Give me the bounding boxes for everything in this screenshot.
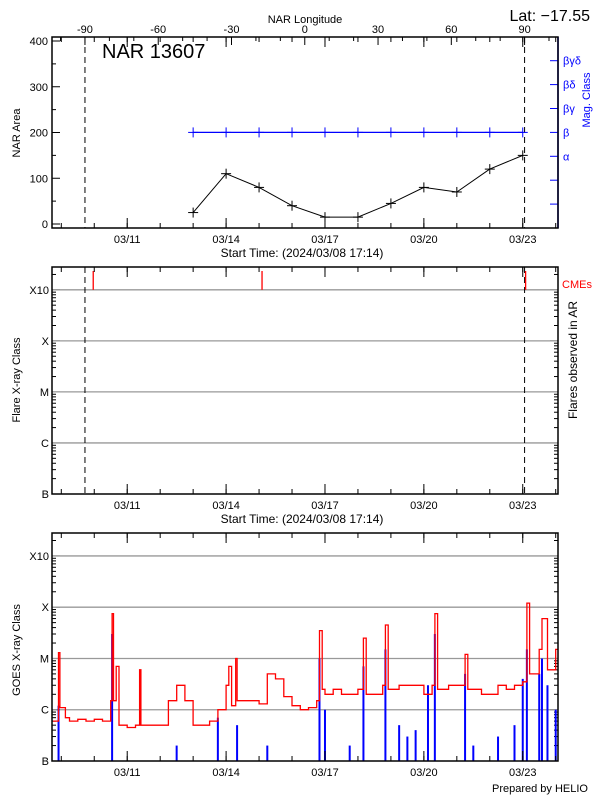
- panel2-time-tick-label: 03/17: [311, 500, 339, 512]
- mag-class-tick-label: α: [563, 151, 570, 163]
- flare-class-axis-title: Flare X-ray Class: [11, 337, 23, 422]
- longitude-tick-label: -60: [150, 24, 166, 36]
- panel3-class-tick-label: C: [41, 705, 49, 717]
- panel1-time-tick-label: 03/23: [509, 234, 537, 246]
- longitude-tick-label: 30: [372, 24, 384, 36]
- flares-observed-axis-title: Flares observed in AR: [566, 301, 580, 419]
- goes-class-axis-title: GOES X-ray Class: [11, 604, 23, 696]
- panel2-time-tick-label: 03/23: [509, 500, 537, 512]
- cme-legend-label: CMEs: [562, 279, 592, 291]
- mag-class-tick-label: βγ: [563, 104, 575, 116]
- longitude-axis-title: NAR Longitude: [268, 14, 343, 26]
- latitude-label: Lat: −17.55: [509, 8, 590, 25]
- area-series-line: [192, 154, 523, 218]
- panel2-time-axis-title: Start Time: (2024/03/08 17:14): [221, 512, 384, 526]
- panel3-time-tick-label: 03/23: [509, 767, 537, 779]
- mag-class-tick-label: βδ: [563, 80, 575, 92]
- panel1-time-tick-label: 03/14: [212, 234, 240, 246]
- area-tick-label: 100: [30, 173, 48, 185]
- panel3-time-tick-label: 03/20: [410, 767, 438, 779]
- longitude-tick-label: 60: [445, 24, 457, 36]
- panel3-class-tick-label: M: [40, 653, 49, 665]
- mag-class-axis-title: Mag. Class: [581, 72, 593, 128]
- panel2-time-tick-label: 03/20: [410, 500, 438, 512]
- area-axis-title: NAR Area: [11, 108, 23, 158]
- panel1-time-tick-label: 03/20: [410, 234, 438, 246]
- panel1-time-tick-label: 03/17: [311, 234, 339, 246]
- panel2-class-tick-label: M: [40, 387, 49, 399]
- area-tick-label: 200: [30, 128, 48, 140]
- credit-label: Prepared by HELIO: [492, 783, 588, 795]
- panel2-time-tick-label: 03/14: [212, 500, 240, 512]
- panel3-class-tick-label: X: [42, 602, 50, 614]
- panel2-class-tick-label: C: [41, 438, 49, 450]
- panel1-time-axis-title: Start Time: (2024/03/08 17:14): [221, 246, 384, 260]
- longitude-tick-label: 90: [518, 24, 530, 36]
- panel3-time-tick-label: 03/11: [114, 767, 141, 779]
- area-tick-label: 300: [30, 82, 48, 94]
- goes-long-flux-line: [53, 602, 558, 729]
- panel3-time-tick-label: 03/14: [212, 767, 240, 779]
- mag-class-tick-label: β: [563, 127, 569, 139]
- longitude-tick-label: -90: [77, 24, 93, 36]
- panel3-time-tick-label: 03/17: [311, 767, 339, 779]
- panel1-plot-frame: [51, 36, 559, 229]
- panel2-class-tick-label: X10: [29, 285, 49, 297]
- area-tick-label: 0: [42, 219, 48, 231]
- longitude-tick-label: 0: [302, 24, 308, 36]
- panel2-class-tick-label: B: [42, 489, 49, 501]
- panel3-class-tick-label: X10: [29, 551, 49, 563]
- panel2-plot-frame: [51, 266, 559, 495]
- panel2-time-tick-label: 03/11: [114, 500, 141, 512]
- panel3-plot-frame: [51, 532, 559, 762]
- panel3-class-tick-label: B: [42, 756, 49, 768]
- area-tick-label: 400: [30, 36, 48, 48]
- region-title: NAR 13607: [102, 41, 205, 63]
- panel2-class-tick-label: X: [42, 336, 50, 348]
- longitude-tick-label: -30: [224, 24, 240, 36]
- mag-class-tick-label: βγδ: [563, 56, 581, 68]
- panel1-time-tick-label: 03/11: [114, 234, 141, 246]
